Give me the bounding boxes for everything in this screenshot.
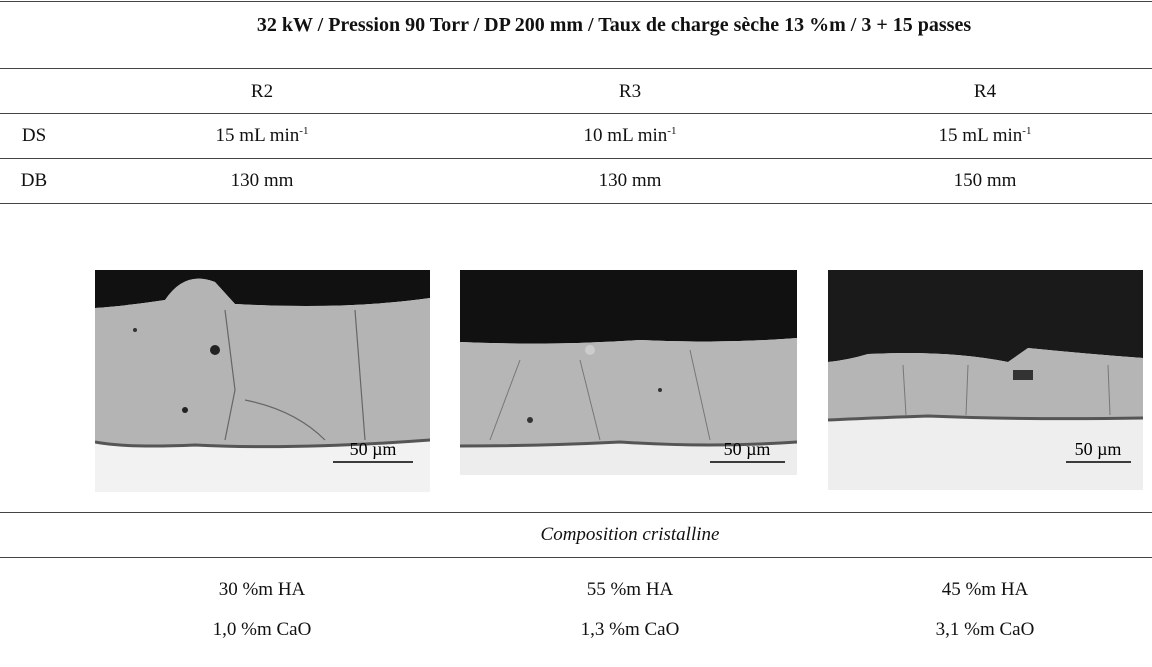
cell: 1,3 %m CaO [580,619,680,640]
column-header: R4 [973,81,997,102]
row-label: DB [20,170,48,191]
rule [0,1,1152,2]
micrograph: 50 µm [828,270,1143,490]
cell-sup: -1 [1022,124,1032,137]
cell: 130 mm [598,170,662,191]
row-label: DS [21,125,47,146]
cell: 1,0 %m CaO [212,619,312,640]
cell-text: 15 mL min [215,125,300,147]
cell: 45 %m HA [941,579,1029,600]
rule [0,68,1152,69]
cell: 130 mm [230,170,294,191]
cell: 150 mm [953,170,1017,191]
section-label: Composition cristalline [540,524,720,545]
rule [0,203,1152,204]
micrograph: 50 µm [95,270,430,492]
cell: 30 %m HA [218,579,306,600]
cell: 10 mL min-1 [584,125,677,147]
cell-text: 15 mL min [938,125,1023,147]
scale-label: 50 µm [1075,439,1122,459]
rule [0,512,1152,513]
micrograph: 50 µm [460,270,797,475]
column-header: R3 [618,81,642,102]
cell-sup: -1 [667,124,677,137]
cell-text: 10 mL min [583,125,668,147]
cell: 15 mL min-1 [216,125,309,147]
rule [0,113,1152,114]
table-title: 32 kW / Pression 90 Torr / DP 200 mm / T… [256,14,972,36]
cell: 55 %m HA [586,579,674,600]
rule [0,158,1152,159]
cell: 3,1 %m CaO [935,619,1035,640]
column-header: R2 [250,81,274,102]
rule [0,557,1152,558]
cell: 15 mL min-1 [939,125,1032,147]
cell-sup: -1 [299,124,309,137]
scale-label: 50 µm [724,439,771,459]
scale-label: 50 µm [350,439,397,459]
